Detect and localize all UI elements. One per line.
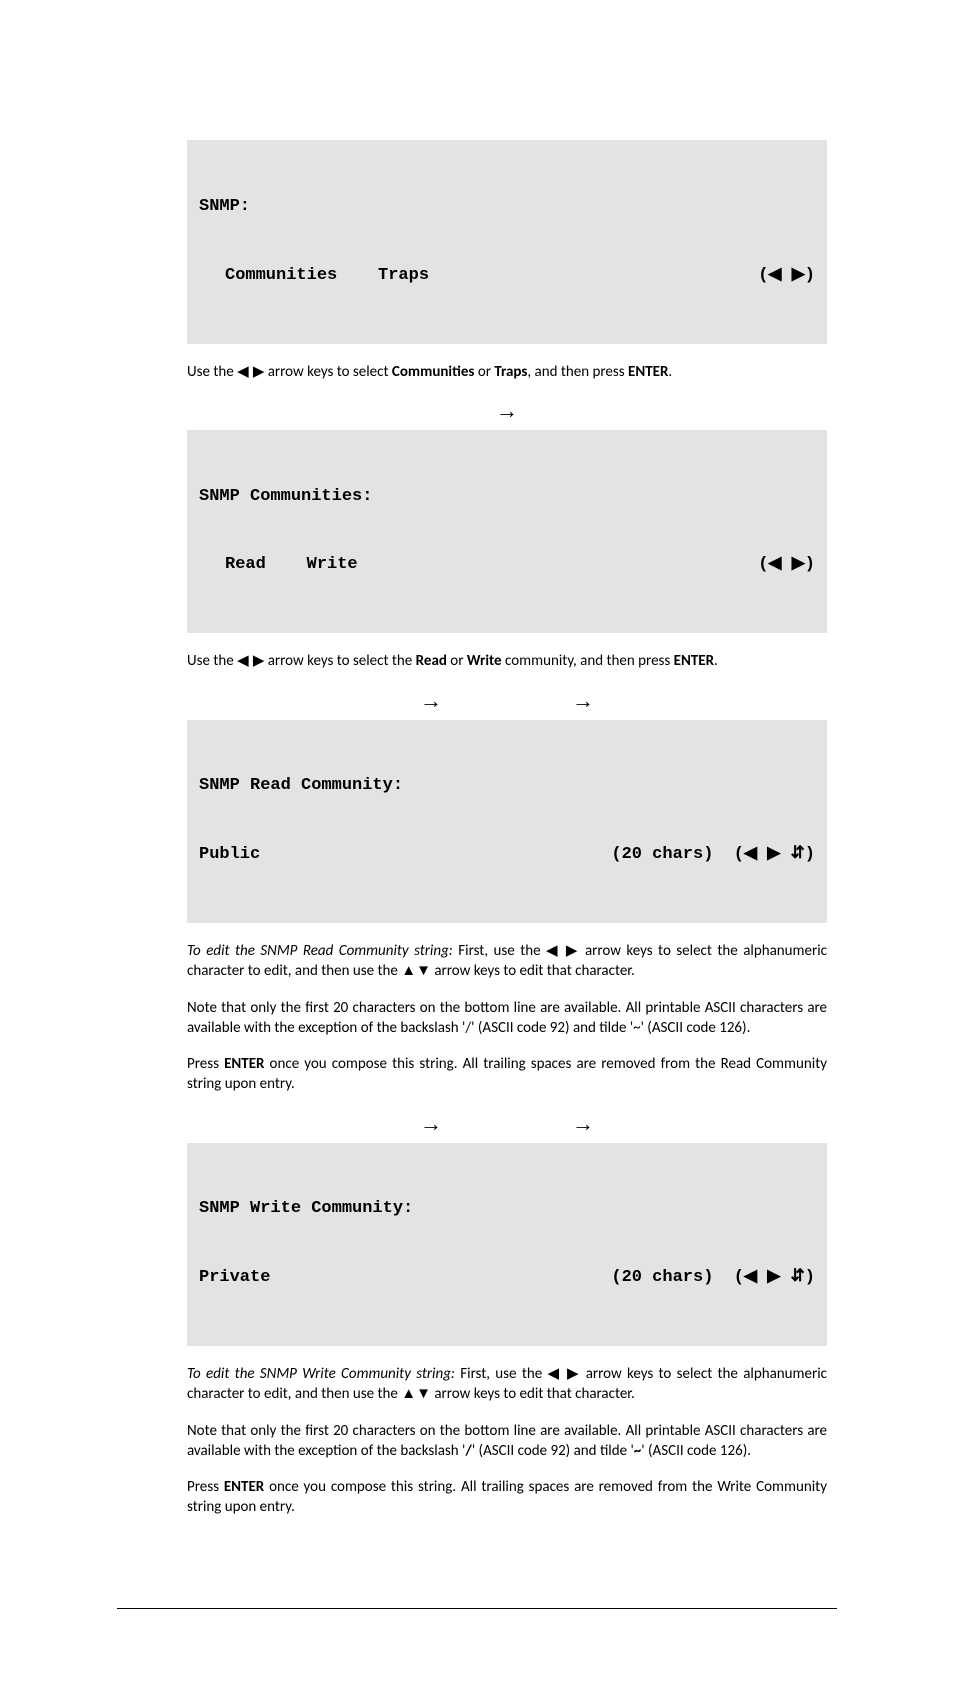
note-text: Note that only the first 20 characters o… — [187, 998, 827, 1039]
text: arrow keys to select the — [264, 652, 415, 670]
text: or — [447, 652, 467, 670]
lcd-snmp-main: SNMP: Communities Traps (◀ ▶) — [187, 140, 827, 344]
text: arrow keys to select — [264, 363, 392, 381]
up-down-arrows-icon: ▲▼ — [401, 1385, 431, 1402]
text-bold: Write — [467, 652, 502, 670]
flow-arrow-icon: → — [572, 1111, 594, 1137]
lcd-text: Read Write — [199, 554, 358, 577]
up-down-arrows-icon: ▲▼ — [401, 962, 431, 979]
lcd-line: SNMP Read Community: — [199, 775, 815, 798]
instruction-text: Press ENTER once you compose this string… — [187, 1477, 827, 1518]
nav-arrows-icon: (◀ ▶) — [758, 265, 815, 288]
lcd-read-community: SNMP Read Community: Public (20 chars) (… — [187, 720, 827, 924]
text: , and then press — [527, 363, 628, 381]
text: . — [668, 363, 672, 381]
text-bold: Traps — [494, 363, 527, 381]
instruction-text: To edit the SNMP Read Community string: … — [187, 941, 827, 982]
text-bold: ENTER — [224, 1055, 264, 1073]
nav-arrows-icon: (20 chars) (◀ ▶ ⇵) — [611, 1267, 815, 1290]
left-right-arrows-icon: ◀ ▶ — [237, 652, 264, 669]
text: First, use the — [455, 1365, 548, 1383]
left-right-arrows-icon: ◀ ▶ — [546, 942, 579, 959]
nav-arrows-icon: (◀ ▶) — [758, 554, 815, 577]
left-right-arrows-icon: ◀ ▶ — [237, 363, 264, 380]
text: Use the — [187, 363, 237, 381]
lcd-snmp-communities: SNMP Communities: Read Write (◀ ▶) — [187, 430, 827, 634]
text-bold: ENTER — [224, 1478, 264, 1496]
flow-arrow-icon: → — [187, 398, 827, 424]
instruction-text: Use the ◀ ▶ arrow keys to select the Rea… — [187, 651, 827, 671]
content-column: SNMP: Communities Traps (◀ ▶) Use the ◀ … — [187, 140, 827, 1518]
text-italic: To edit the SNMP Read Community string: — [187, 942, 453, 960]
text: community, and then press — [502, 652, 674, 670]
lcd-text: Public — [199, 844, 260, 867]
text: First, use the — [453, 942, 546, 960]
text-bold: ENTER — [674, 652, 714, 670]
left-right-arrows-icon: ◀ ▶ — [547, 1365, 580, 1382]
text: once you compose this string. All traili… — [187, 1055, 827, 1093]
text-italic: To edit the SNMP Write Community string: — [187, 1365, 455, 1383]
text-bold: ENTER — [628, 363, 668, 381]
lcd-line: SNMP: — [199, 196, 815, 219]
text: Press — [187, 1478, 224, 1496]
instruction-text: Use the ◀ ▶ arrow keys to select Communi… — [187, 362, 827, 382]
note-text: Note that only the first 20 characters o… — [187, 1421, 827, 1462]
footer-rule — [117, 1608, 837, 1609]
flow-arrow-icon: → — [420, 688, 442, 714]
lcd-line: Read Write (◀ ▶) — [199, 554, 815, 577]
flow-arrow-pair: → → — [187, 688, 827, 714]
flow-arrow-pair: → → — [187, 1111, 827, 1137]
lcd-text: Communities Traps — [199, 265, 429, 288]
text: ' (ASCII code 126). — [641, 1442, 751, 1460]
lcd-line: Communities Traps (◀ ▶) — [199, 265, 815, 288]
lcd-text: Private — [199, 1267, 270, 1290]
page: SNMP: Communities Traps (◀ ▶) Use the ◀ … — [117, 0, 837, 1689]
text: or — [474, 363, 494, 381]
lcd-write-community: SNMP Write Community: Private (20 chars)… — [187, 1143, 827, 1347]
text: . — [714, 652, 718, 670]
instruction-text: Press ENTER once you compose this string… — [187, 1054, 827, 1095]
text-bold: Read — [416, 652, 447, 670]
flow-arrow-icon: → — [420, 1111, 442, 1137]
nav-arrows-icon: (20 chars) (◀ ▶ ⇵) — [611, 844, 815, 867]
text: ' (ASCII code 92) and tilde ' — [472, 1442, 634, 1460]
flow-arrow-icon: → — [572, 688, 594, 714]
lcd-line: Public (20 chars) (◀ ▶ ⇵) — [199, 844, 815, 867]
instruction-text: To edit the SNMP Write Community string:… — [187, 1364, 827, 1405]
text: once you compose this string. All traili… — [187, 1478, 827, 1516]
text-bold: ~ — [634, 1442, 641, 1460]
lcd-line: SNMP Communities: — [199, 486, 815, 509]
text: Press — [187, 1055, 224, 1073]
lcd-line: SNMP Write Community: — [199, 1198, 815, 1221]
text: Use the — [187, 652, 237, 670]
text: arrow keys to edit that character. — [431, 1385, 635, 1403]
lcd-line: Private (20 chars) (◀ ▶ ⇵) — [199, 1267, 815, 1290]
text: arrow keys to edit that character. — [431, 962, 635, 980]
text-bold: Communities — [392, 363, 475, 381]
